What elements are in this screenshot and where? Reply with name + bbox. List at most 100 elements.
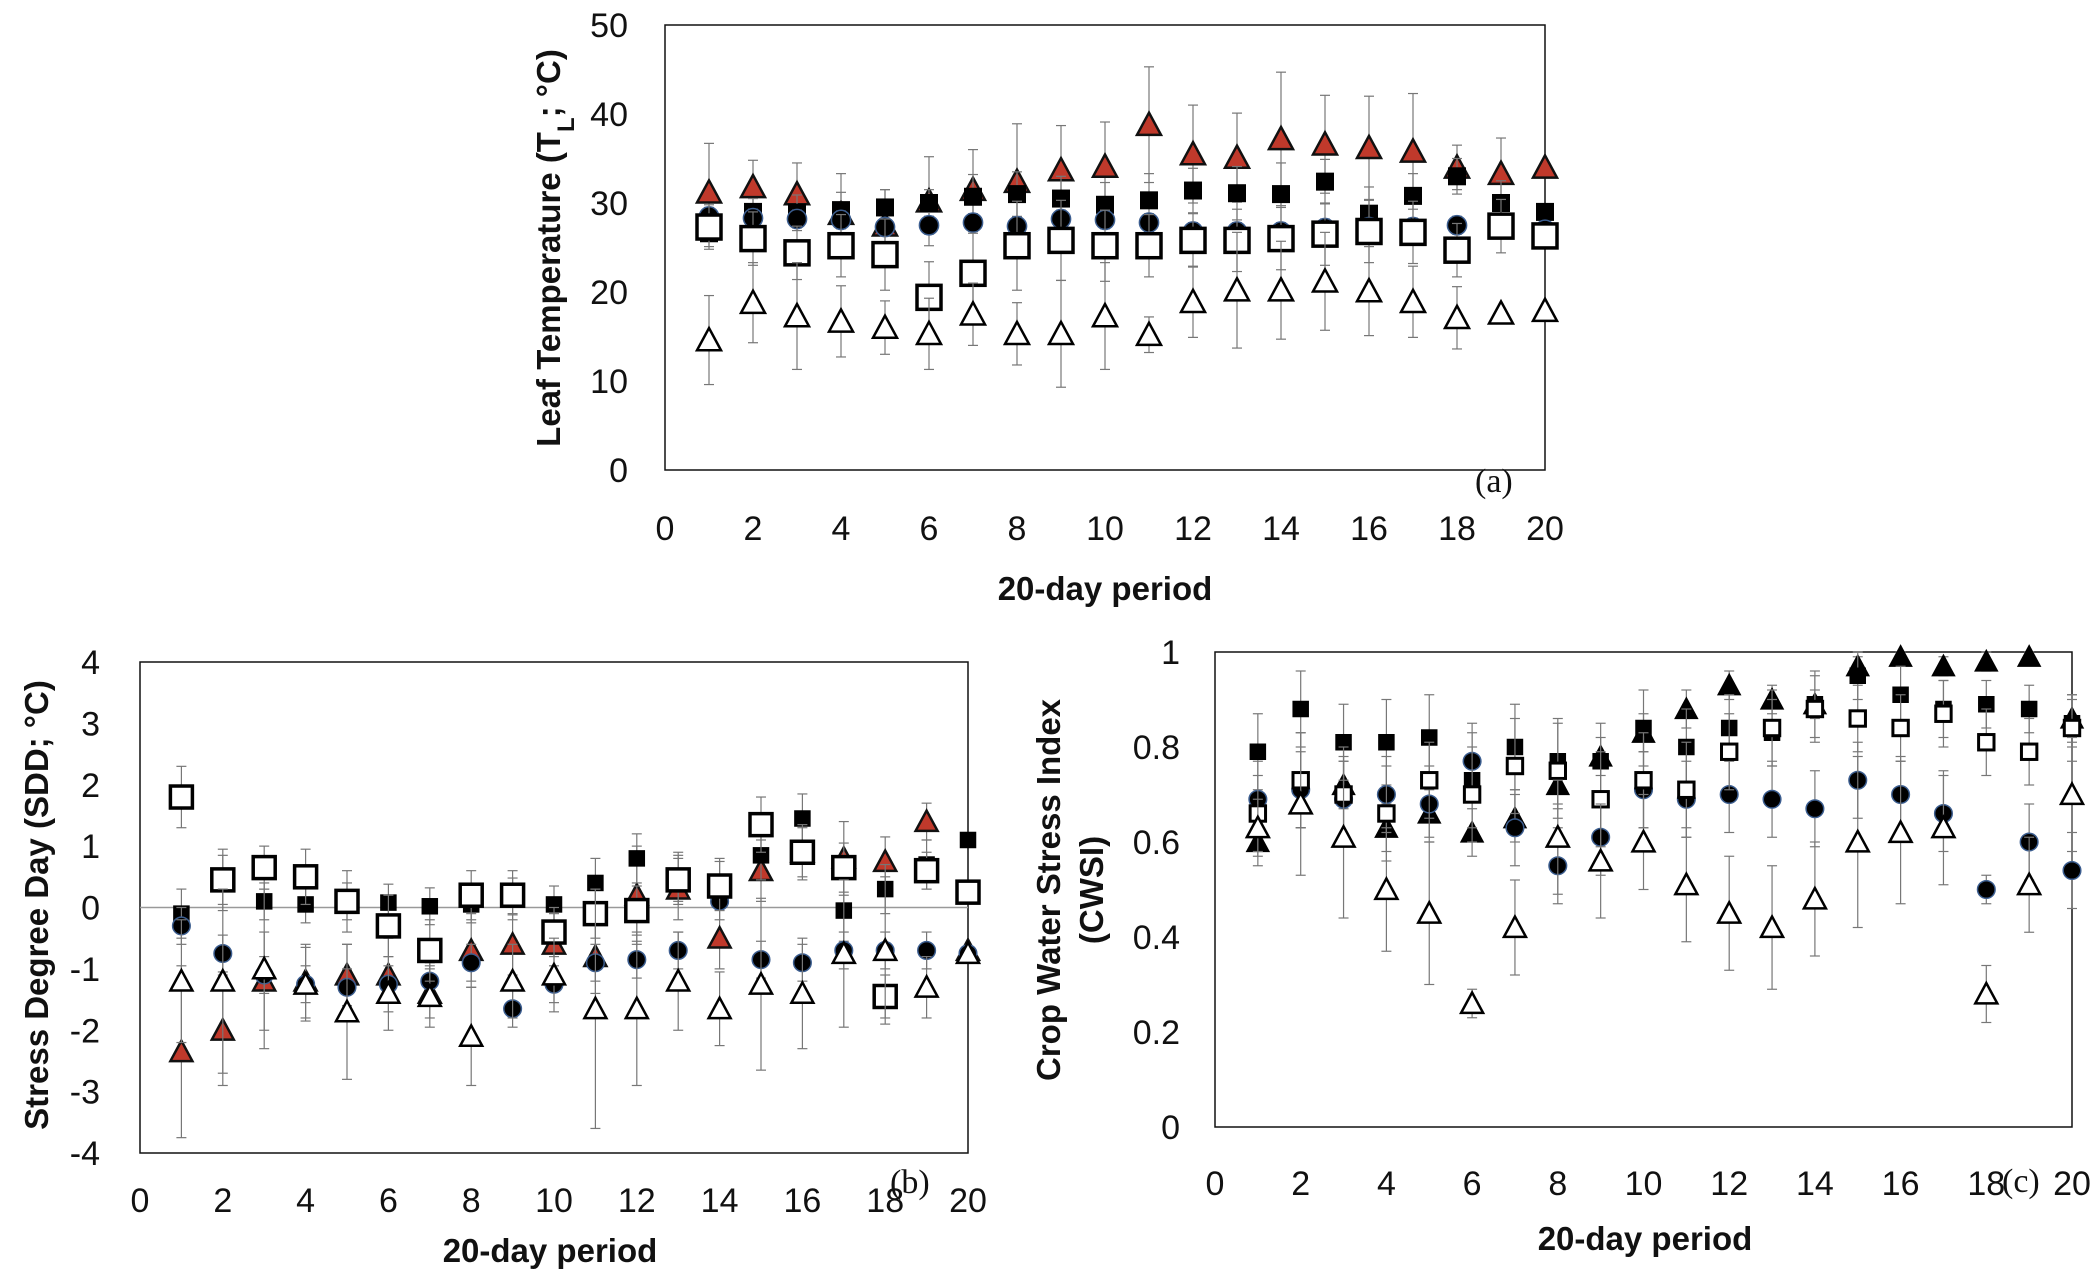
data-point: [1501, 913, 1529, 939]
data-point: [1399, 218, 1427, 247]
panel-b-x-tick-label: 6: [379, 1182, 398, 1220]
data-point: [499, 882, 526, 908]
data-point: [1355, 217, 1383, 246]
data-point: [1977, 733, 1996, 752]
panel-b-y-tick-label: 3: [81, 705, 100, 743]
data-point: [1378, 734, 1395, 751]
panel-b-series-circle-filled: [171, 882, 978, 1028]
data-point: [1974, 648, 1999, 672]
data-point: [1134, 320, 1164, 347]
panel-b-y-tick-label: 1: [81, 828, 100, 866]
data-point: [1046, 319, 1076, 346]
data-point: [794, 810, 811, 827]
data-point: [1978, 696, 1995, 713]
data-point: [830, 939, 857, 965]
data-point: [1090, 301, 1120, 328]
data-point: [1844, 828, 1871, 853]
data-point: [1548, 761, 1567, 780]
data-point: [1404, 186, 1422, 205]
panel-b-y-tick-label: 4: [81, 644, 100, 682]
data-point: [1096, 195, 1114, 214]
data-point: [1587, 847, 1614, 872]
data-point: [1135, 231, 1163, 260]
data-point: [210, 867, 236, 893]
data-point: [1762, 718, 1782, 738]
data-point: [738, 288, 768, 315]
panel-c-series-square-open-small: [1248, 675, 2082, 862]
panel-c-x-tick-label: 4: [1377, 1165, 1396, 1203]
data-point: [958, 299, 988, 326]
panel-c-x-tick-label: 12: [1710, 1165, 1748, 1203]
panel-a-y-tick-label: 20: [590, 274, 628, 312]
data-point: [738, 172, 768, 199]
data-point: [1531, 222, 1559, 250]
panel-b-x-tick-label: 2: [213, 1182, 232, 1220]
data-point: [920, 194, 938, 212]
data-point: [706, 924, 733, 949]
data-point: [461, 953, 481, 973]
panel-a-x-tick-label: 0: [656, 510, 675, 548]
data-point: [1762, 789, 1782, 809]
data-point: [587, 874, 604, 892]
panel-a-x-tick-label: 12: [1174, 510, 1212, 548]
data-point: [1354, 276, 1384, 303]
panel-c-x-tick-label: 2: [1291, 1165, 1310, 1203]
data-point: [1442, 303, 1472, 330]
panel-c-y-tick-label: 0.8: [1133, 729, 1180, 767]
data-point: [1630, 828, 1657, 853]
data-point: [1758, 913, 1786, 939]
data-point: [1530, 296, 1560, 323]
data-point: [1462, 785, 1482, 804]
data-point: [913, 973, 940, 998]
data-point: [1316, 172, 1334, 191]
data-point: [870, 312, 900, 340]
data-point: [2020, 700, 2038, 718]
data-point: [1420, 771, 1439, 790]
data-point: [1354, 133, 1384, 160]
data-point: [1249, 743, 1267, 760]
data-point: [1505, 818, 1525, 838]
data-point: [665, 867, 691, 893]
panel-c-x-tick-label: 0: [1206, 1165, 1225, 1203]
data-point: [168, 1038, 195, 1063]
panel-a-x-tick-label: 8: [1008, 510, 1027, 548]
data-point: [209, 967, 236, 992]
panel-a-y-tick-label: 10: [590, 363, 628, 401]
data-point: [168, 784, 195, 810]
panel-a-y-tick-label: 30: [590, 185, 628, 223]
data-point: [871, 240, 899, 269]
panel-b-y-tick-label: 2: [81, 767, 100, 805]
data-point: [251, 854, 277, 881]
panel-a-series-triangle-open: [694, 231, 1560, 388]
panel-b-x-tick-label: 4: [296, 1182, 315, 1220]
data-point: [1891, 718, 1910, 738]
data-point: [334, 888, 360, 915]
data-point: [826, 306, 856, 333]
data-point: [458, 882, 484, 908]
data-point: [458, 1022, 485, 1047]
data-point: [1530, 152, 1560, 179]
data-point: [1934, 704, 1953, 723]
panel-b-x-tick-label: 12: [618, 1182, 656, 1220]
data-point: [545, 896, 563, 913]
panel-b-label: (b): [890, 1164, 930, 1201]
panel-c-series-triangle-open: [1244, 732, 2086, 1024]
panel-b-x-tick-label: 18: [866, 1182, 904, 1220]
panel-c-y-tick-label: 0.4: [1133, 919, 1180, 957]
data-point: [1244, 814, 1271, 839]
panel-c-y-axis-title-line1: Crop Water Stress Index: [1030, 698, 1067, 1081]
panel-c-x-tick-label: 16: [1882, 1165, 1920, 1203]
data-point: [1335, 734, 1352, 751]
data-point: [694, 325, 724, 352]
data-point: [417, 937, 443, 964]
data-point: [1310, 129, 1340, 156]
panel-c-x-tick-label: 8: [1548, 1165, 1567, 1203]
data-point: [872, 936, 899, 962]
data-point: [1849, 667, 1866, 684]
panel-a-x-tick-label: 2: [744, 510, 763, 548]
data-point: [1421, 729, 1438, 746]
panel-c-series-square-filled: [1249, 651, 2081, 829]
panel-a-y-tick-label: 0: [609, 452, 628, 490]
